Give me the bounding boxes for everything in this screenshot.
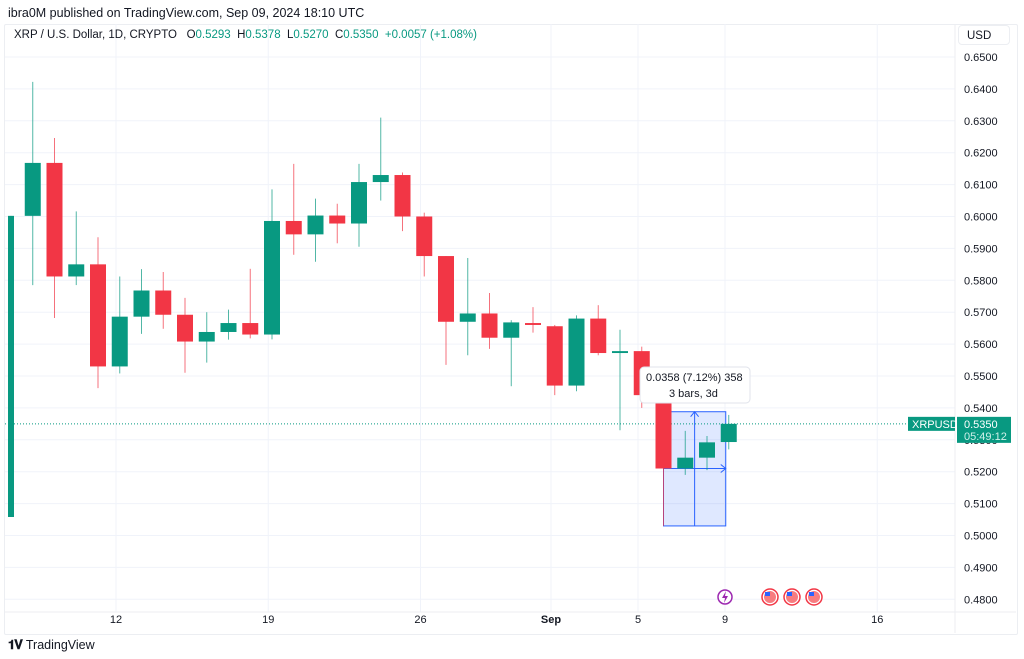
candle[interactable] (438, 256, 454, 365)
candle[interactable] (24, 81, 41, 286)
candle[interactable] (481, 293, 498, 349)
candle[interactable] (720, 414, 737, 450)
low-value: 0.5270 (293, 29, 329, 41)
high-value: 0.5378 (245, 29, 281, 41)
symbol-name[interactable]: XRP / U.S. Dollar, 1D, CRYPTO (14, 29, 177, 41)
candle[interactable] (590, 305, 607, 356)
currency-button[interactable]: USD (958, 25, 1010, 45)
lightning-event-icon[interactable] (717, 589, 733, 605)
open-label: O (186, 29, 196, 41)
candle[interactable] (351, 163, 367, 247)
candle[interactable] (329, 203, 346, 244)
candle[interactable] (111, 276, 128, 374)
candle[interactable] (416, 212, 433, 277)
measure-change-text: 0.0358 (7.12%) 358 (646, 372, 743, 384)
tradingview-logo-icon: 𝟏𝐕 (8, 637, 23, 652)
price-axis-label: 0.6100 (964, 180, 998, 192)
brand-name: TradingView (25, 638, 95, 652)
time-axis-label: 12 (110, 614, 122, 626)
candle[interactable] (459, 257, 476, 356)
close-value: 0.5350 (343, 29, 379, 41)
candle[interactable] (699, 435, 715, 471)
price-axis-label: 0.6200 (964, 148, 998, 160)
price-axis-label: 0.4900 (964, 562, 998, 574)
candle[interactable] (285, 163, 302, 255)
bar-countdown: 05:49:12 (964, 431, 1007, 443)
chart-frame[interactable] (4, 24, 1018, 635)
time-axis-label: 26 (414, 614, 426, 626)
symbol-legend: XRP / U.S. Dollar, 1D, CRYPTO O0.5293 H0… (14, 29, 477, 41)
arrow-right-icon (720, 464, 727, 473)
last-price-value: 0.5350 (964, 419, 998, 431)
candle[interactable] (8, 215, 14, 517)
candle[interactable] (372, 117, 389, 201)
low-label: L (287, 29, 294, 41)
price-axis-label: 0.6300 (964, 116, 998, 128)
price-axis-label: 0.6500 (964, 52, 998, 64)
high-label: H (237, 29, 246, 41)
us-flag-event-icon[interactable] (761, 588, 779, 606)
candle[interactable] (677, 430, 694, 475)
candle[interactable] (177, 297, 193, 373)
footer-brand[interactable]: 𝟏𝐕 TradingView (8, 637, 95, 653)
price-axis-label: 0.4800 (964, 594, 998, 606)
candle[interactable] (568, 315, 585, 392)
candle[interactable] (46, 138, 63, 318)
candle[interactable] (133, 269, 150, 334)
us-flag-event-icon[interactable] (783, 588, 801, 606)
candle[interactable] (68, 211, 85, 286)
time-axis-label: 5 (635, 614, 641, 626)
price-axis-label: 0.5800 (964, 275, 998, 287)
candle[interactable] (612, 329, 628, 431)
price-axis-label: 0.5000 (964, 531, 998, 543)
candle[interactable] (90, 237, 106, 389)
close-label: C (334, 29, 344, 41)
candle[interactable] (264, 189, 280, 340)
measure-bars-text: 3 bars, 3d (669, 388, 718, 400)
candle[interactable] (198, 312, 215, 363)
published-line: ibra0M published on TradingView.com, Sep… (8, 6, 365, 20)
change-value: +0.0057 (+1.08%) (384, 29, 477, 41)
time-axis-label: Sep (541, 614, 561, 626)
price-axis-label: 0.5900 (964, 243, 998, 255)
candle[interactable] (220, 309, 237, 340)
arrow-up-icon (690, 410, 700, 418)
candle[interactable] (655, 385, 672, 526)
time-axis-label: 19 (262, 614, 274, 626)
open-value: 0.5293 (195, 29, 231, 41)
candle[interactable] (546, 324, 563, 396)
us-flag-event-icon[interactable] (805, 588, 823, 606)
candle[interactable] (242, 268, 259, 339)
candle[interactable] (394, 172, 411, 232)
price-axis-label: 0.5400 (964, 403, 998, 415)
price-axis-label: 0.5600 (964, 339, 998, 351)
time-axis-label: 16 (871, 614, 883, 626)
candle[interactable] (307, 198, 324, 262)
symbol-tag: XRPUSD (912, 419, 958, 431)
price-axis-label: 0.5100 (964, 499, 998, 511)
price-axis-label: 0.5200 (964, 467, 998, 479)
candle[interactable] (525, 307, 541, 333)
price-axis-label: 0.6400 (964, 84, 998, 96)
price-axis-label: 0.5500 (964, 371, 998, 383)
price-axis-label: 0.5700 (964, 307, 998, 319)
measure-label: 0.0358 (7.12%) 358 3 bars, 3d (639, 366, 751, 404)
price-axis-label: 0.6000 (964, 212, 998, 224)
candle[interactable] (503, 320, 520, 387)
time-axis-label: 9 (722, 614, 728, 626)
candle[interactable] (155, 272, 172, 329)
